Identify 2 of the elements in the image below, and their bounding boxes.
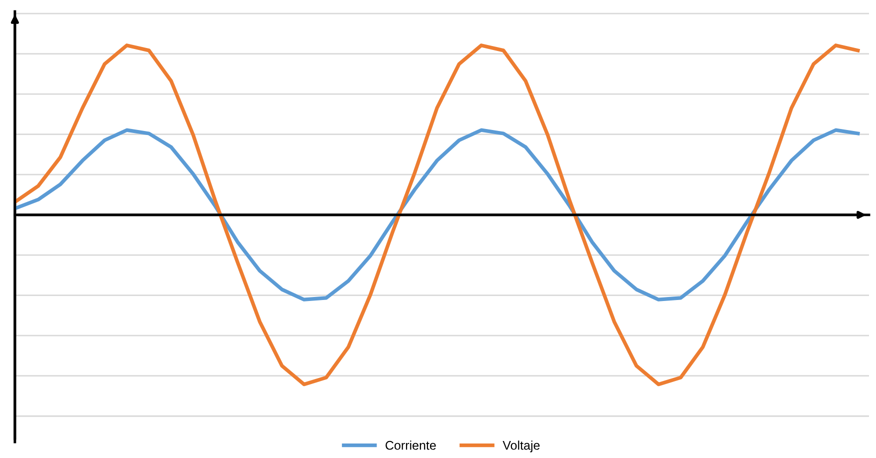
legend-label: Voltaje: [502, 440, 540, 452]
legend-label: Corriente: [386, 440, 436, 450]
